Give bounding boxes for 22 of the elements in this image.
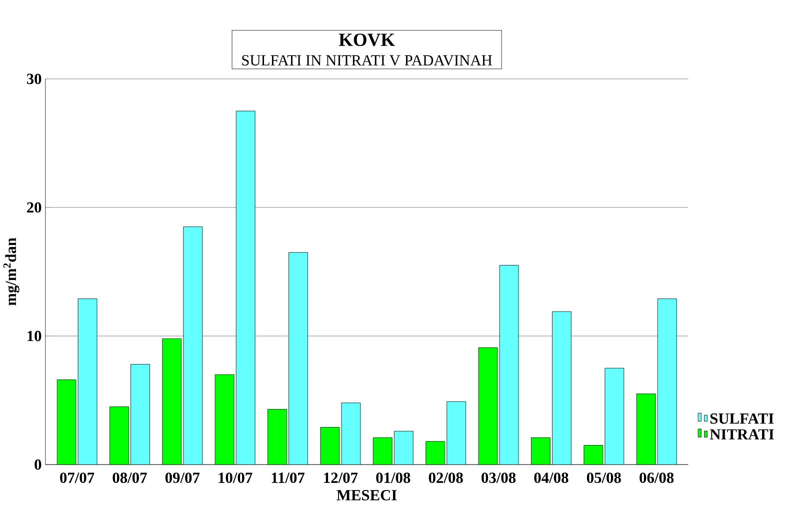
x-tick-label: 02/08 bbox=[428, 472, 463, 483]
y-tick-label: 20 bbox=[27, 202, 42, 212]
x-tick-label: 10/07 bbox=[218, 472, 252, 483]
x-tick-label: 11/07 bbox=[272, 472, 305, 483]
x-tick-label: 06/08 bbox=[640, 472, 674, 483]
x-tick-label: 01/08 bbox=[376, 472, 410, 483]
y-axis-title: mg/m$^{2}$dan bbox=[3, 238, 20, 306]
legend-label: NITRATI bbox=[710, 429, 774, 440]
chart-title: KOVK bbox=[338, 33, 395, 46]
legend-label: SULFATI bbox=[710, 413, 774, 424]
x-tick-label: 12/07 bbox=[324, 472, 358, 483]
x-tick-label: 08/07 bbox=[112, 472, 147, 483]
y-tick-label: 30 bbox=[26, 74, 42, 84]
x-tick-label: 05/08 bbox=[586, 472, 621, 483]
y-tick-label: 10 bbox=[28, 330, 42, 342]
x-tick-label: 07/07 bbox=[60, 472, 94, 483]
x-tick-label: 09/07 bbox=[165, 472, 200, 483]
x-axis-title: MESECI bbox=[336, 490, 397, 500]
chart-subtitle: SULFATI IN NITRATI V PADAVINAH bbox=[242, 54, 492, 66]
x-tick-label: 04/08 bbox=[534, 472, 568, 483]
y-tick-label: 0 bbox=[34, 459, 42, 470]
x-tick-label: 03/08 bbox=[482, 472, 516, 483]
